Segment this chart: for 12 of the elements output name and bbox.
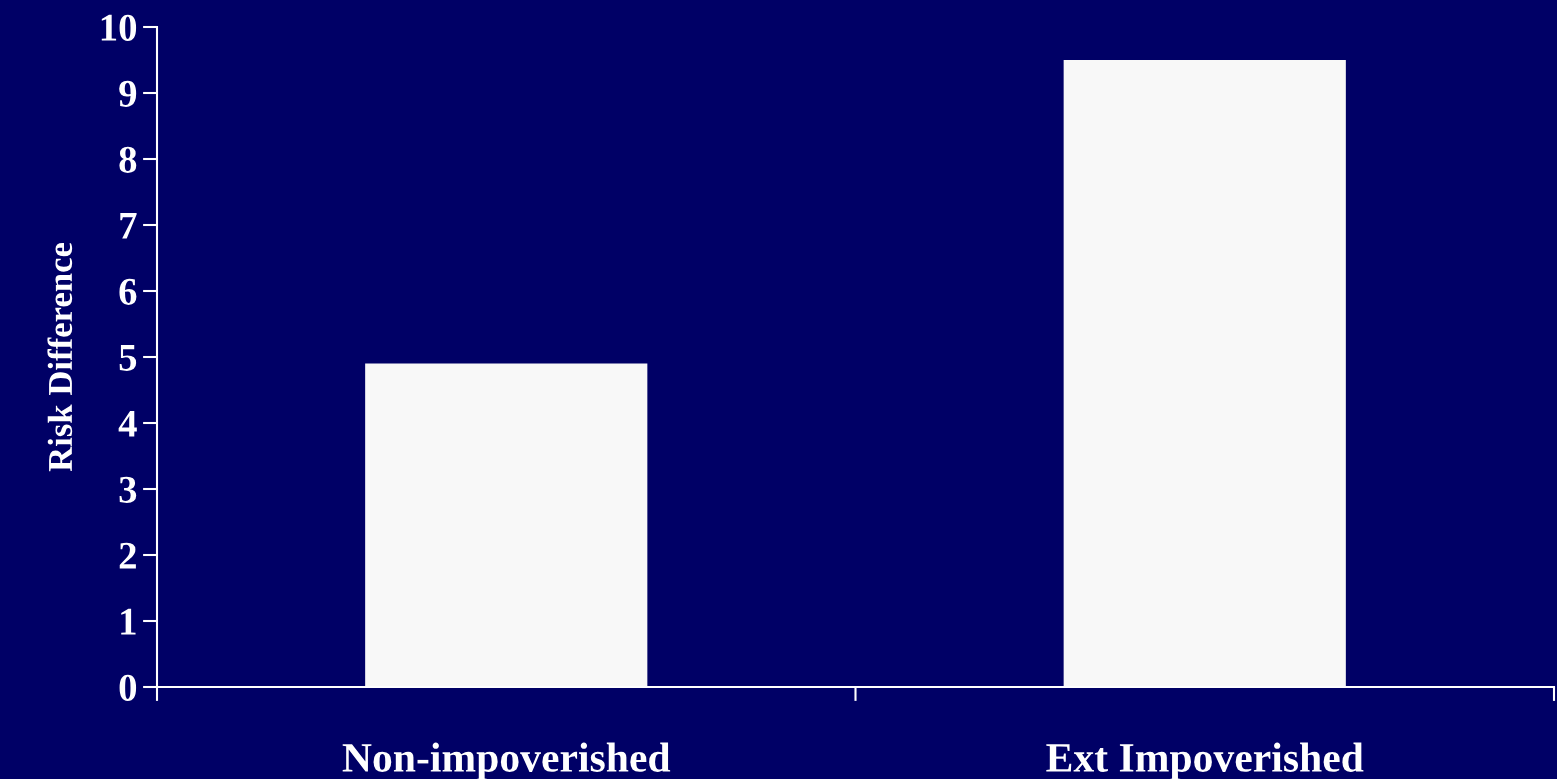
- y-tick-label: 4: [118, 410, 137, 437]
- y-tick-label: 0: [119, 674, 137, 701]
- y-tick-label: 2: [119, 542, 136, 569]
- y-tick-label: 5: [119, 345, 137, 371]
- y-tick-label: 3: [119, 476, 137, 503]
- y-axis-title: Risk Difference: [47, 242, 73, 472]
- y-tick-label: 6: [119, 278, 137, 305]
- y-tick-label: 1: [121, 608, 136, 635]
- y-tick-label: 7: [120, 213, 137, 239]
- y-tick-label: 9: [119, 80, 137, 107]
- y-tick-label: 8: [119, 146, 137, 173]
- y-tick-label: 10: [101, 14, 137, 41]
